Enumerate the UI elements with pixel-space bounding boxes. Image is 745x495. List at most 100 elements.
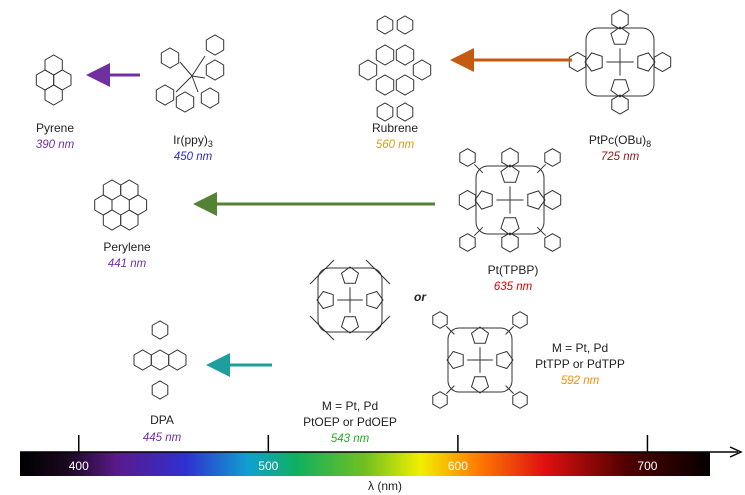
ring xyxy=(151,380,169,400)
ring xyxy=(512,391,528,409)
ring xyxy=(366,290,384,310)
name: Rubrene xyxy=(372,121,418,135)
wavelength: 592 nm xyxy=(561,375,600,387)
bond xyxy=(175,75,193,93)
subscript: 8 xyxy=(646,139,651,149)
ring xyxy=(412,59,432,81)
ring xyxy=(474,190,493,210)
name: Pyrene xyxy=(36,121,74,135)
name-main: PtPc(OBu) xyxy=(589,133,646,147)
ring xyxy=(133,349,152,371)
bond xyxy=(446,326,455,335)
ring xyxy=(459,233,476,252)
wavelength: 390 nm xyxy=(36,139,75,151)
ring xyxy=(637,52,656,72)
ring xyxy=(375,44,395,66)
ring xyxy=(340,266,360,284)
ring xyxy=(584,52,603,72)
wavelength: 445 nm xyxy=(143,432,182,444)
ring xyxy=(432,311,448,329)
wavelength: 725 nm xyxy=(601,151,640,163)
ring xyxy=(155,84,175,106)
tick-label: 500 xyxy=(258,459,278,473)
connector: or xyxy=(414,290,427,304)
ring xyxy=(150,349,170,371)
bond xyxy=(365,315,391,341)
ring xyxy=(128,194,148,216)
ring xyxy=(459,148,476,167)
ring xyxy=(458,189,477,211)
name: PtTPP or PdTPP xyxy=(535,357,625,371)
ring xyxy=(611,9,629,30)
ring xyxy=(610,79,630,98)
ring xyxy=(205,34,225,56)
bond xyxy=(309,315,335,341)
bond xyxy=(536,163,547,174)
bond xyxy=(473,163,484,174)
metal: M = Pt, Pd xyxy=(322,399,378,413)
wavelength: 441 nm xyxy=(108,258,147,270)
bond xyxy=(446,385,455,394)
ring xyxy=(168,349,187,371)
ring xyxy=(316,290,334,310)
ring xyxy=(205,59,225,81)
bond xyxy=(536,226,547,237)
macrocycle xyxy=(317,267,383,333)
ring xyxy=(611,94,629,115)
ring xyxy=(200,87,220,109)
ring xyxy=(160,47,180,69)
ring xyxy=(44,84,63,106)
ring xyxy=(544,148,561,167)
ring xyxy=(512,311,528,329)
ring xyxy=(544,233,561,252)
ring xyxy=(446,350,464,370)
ring xyxy=(44,54,63,76)
ring xyxy=(500,164,520,183)
ring xyxy=(500,217,520,236)
wavelength: 543 nm xyxy=(331,433,370,445)
bond xyxy=(473,226,484,237)
wavelength: 560 nm xyxy=(376,139,415,151)
ring xyxy=(375,74,395,96)
ring xyxy=(395,74,415,96)
bond xyxy=(505,385,514,394)
name: Perylene xyxy=(103,240,151,254)
name: DPA xyxy=(150,413,174,427)
ring xyxy=(94,194,113,216)
tick-label: 400 xyxy=(69,459,89,473)
ring xyxy=(396,102,414,122)
tick-label: 600 xyxy=(448,459,468,473)
axis-arrow xyxy=(729,446,743,458)
name: Pt(TPBP) xyxy=(488,263,539,277)
name: PtPc(OBu)8 xyxy=(589,133,651,149)
ring xyxy=(653,51,672,73)
ring xyxy=(151,320,169,340)
ring xyxy=(470,326,490,344)
bond xyxy=(505,326,514,335)
ring xyxy=(610,26,630,45)
metal: M = Pt, Pd xyxy=(552,341,608,355)
wavelength: 450 nm xyxy=(174,151,213,163)
ring xyxy=(376,15,394,35)
spectrum-bar xyxy=(20,452,710,476)
ring xyxy=(496,350,514,370)
name: PtOEP or PdOEP xyxy=(303,415,397,429)
ring xyxy=(175,91,195,113)
ring xyxy=(376,102,394,122)
ring xyxy=(396,15,414,35)
ring xyxy=(501,147,519,168)
ring xyxy=(470,376,490,394)
bond xyxy=(179,61,193,77)
structures xyxy=(35,9,672,409)
ticks: 400 500 600 700 xyxy=(69,435,658,473)
ring xyxy=(432,391,448,409)
ring xyxy=(527,190,546,210)
subscript: 3 xyxy=(208,139,213,149)
bond xyxy=(191,55,206,77)
name-main: Ir(ppy) xyxy=(173,133,208,147)
bond xyxy=(191,75,199,93)
bond xyxy=(309,259,335,285)
axis-label: λ (nm) xyxy=(368,479,402,493)
name: Ir(ppy)3 xyxy=(173,133,213,149)
